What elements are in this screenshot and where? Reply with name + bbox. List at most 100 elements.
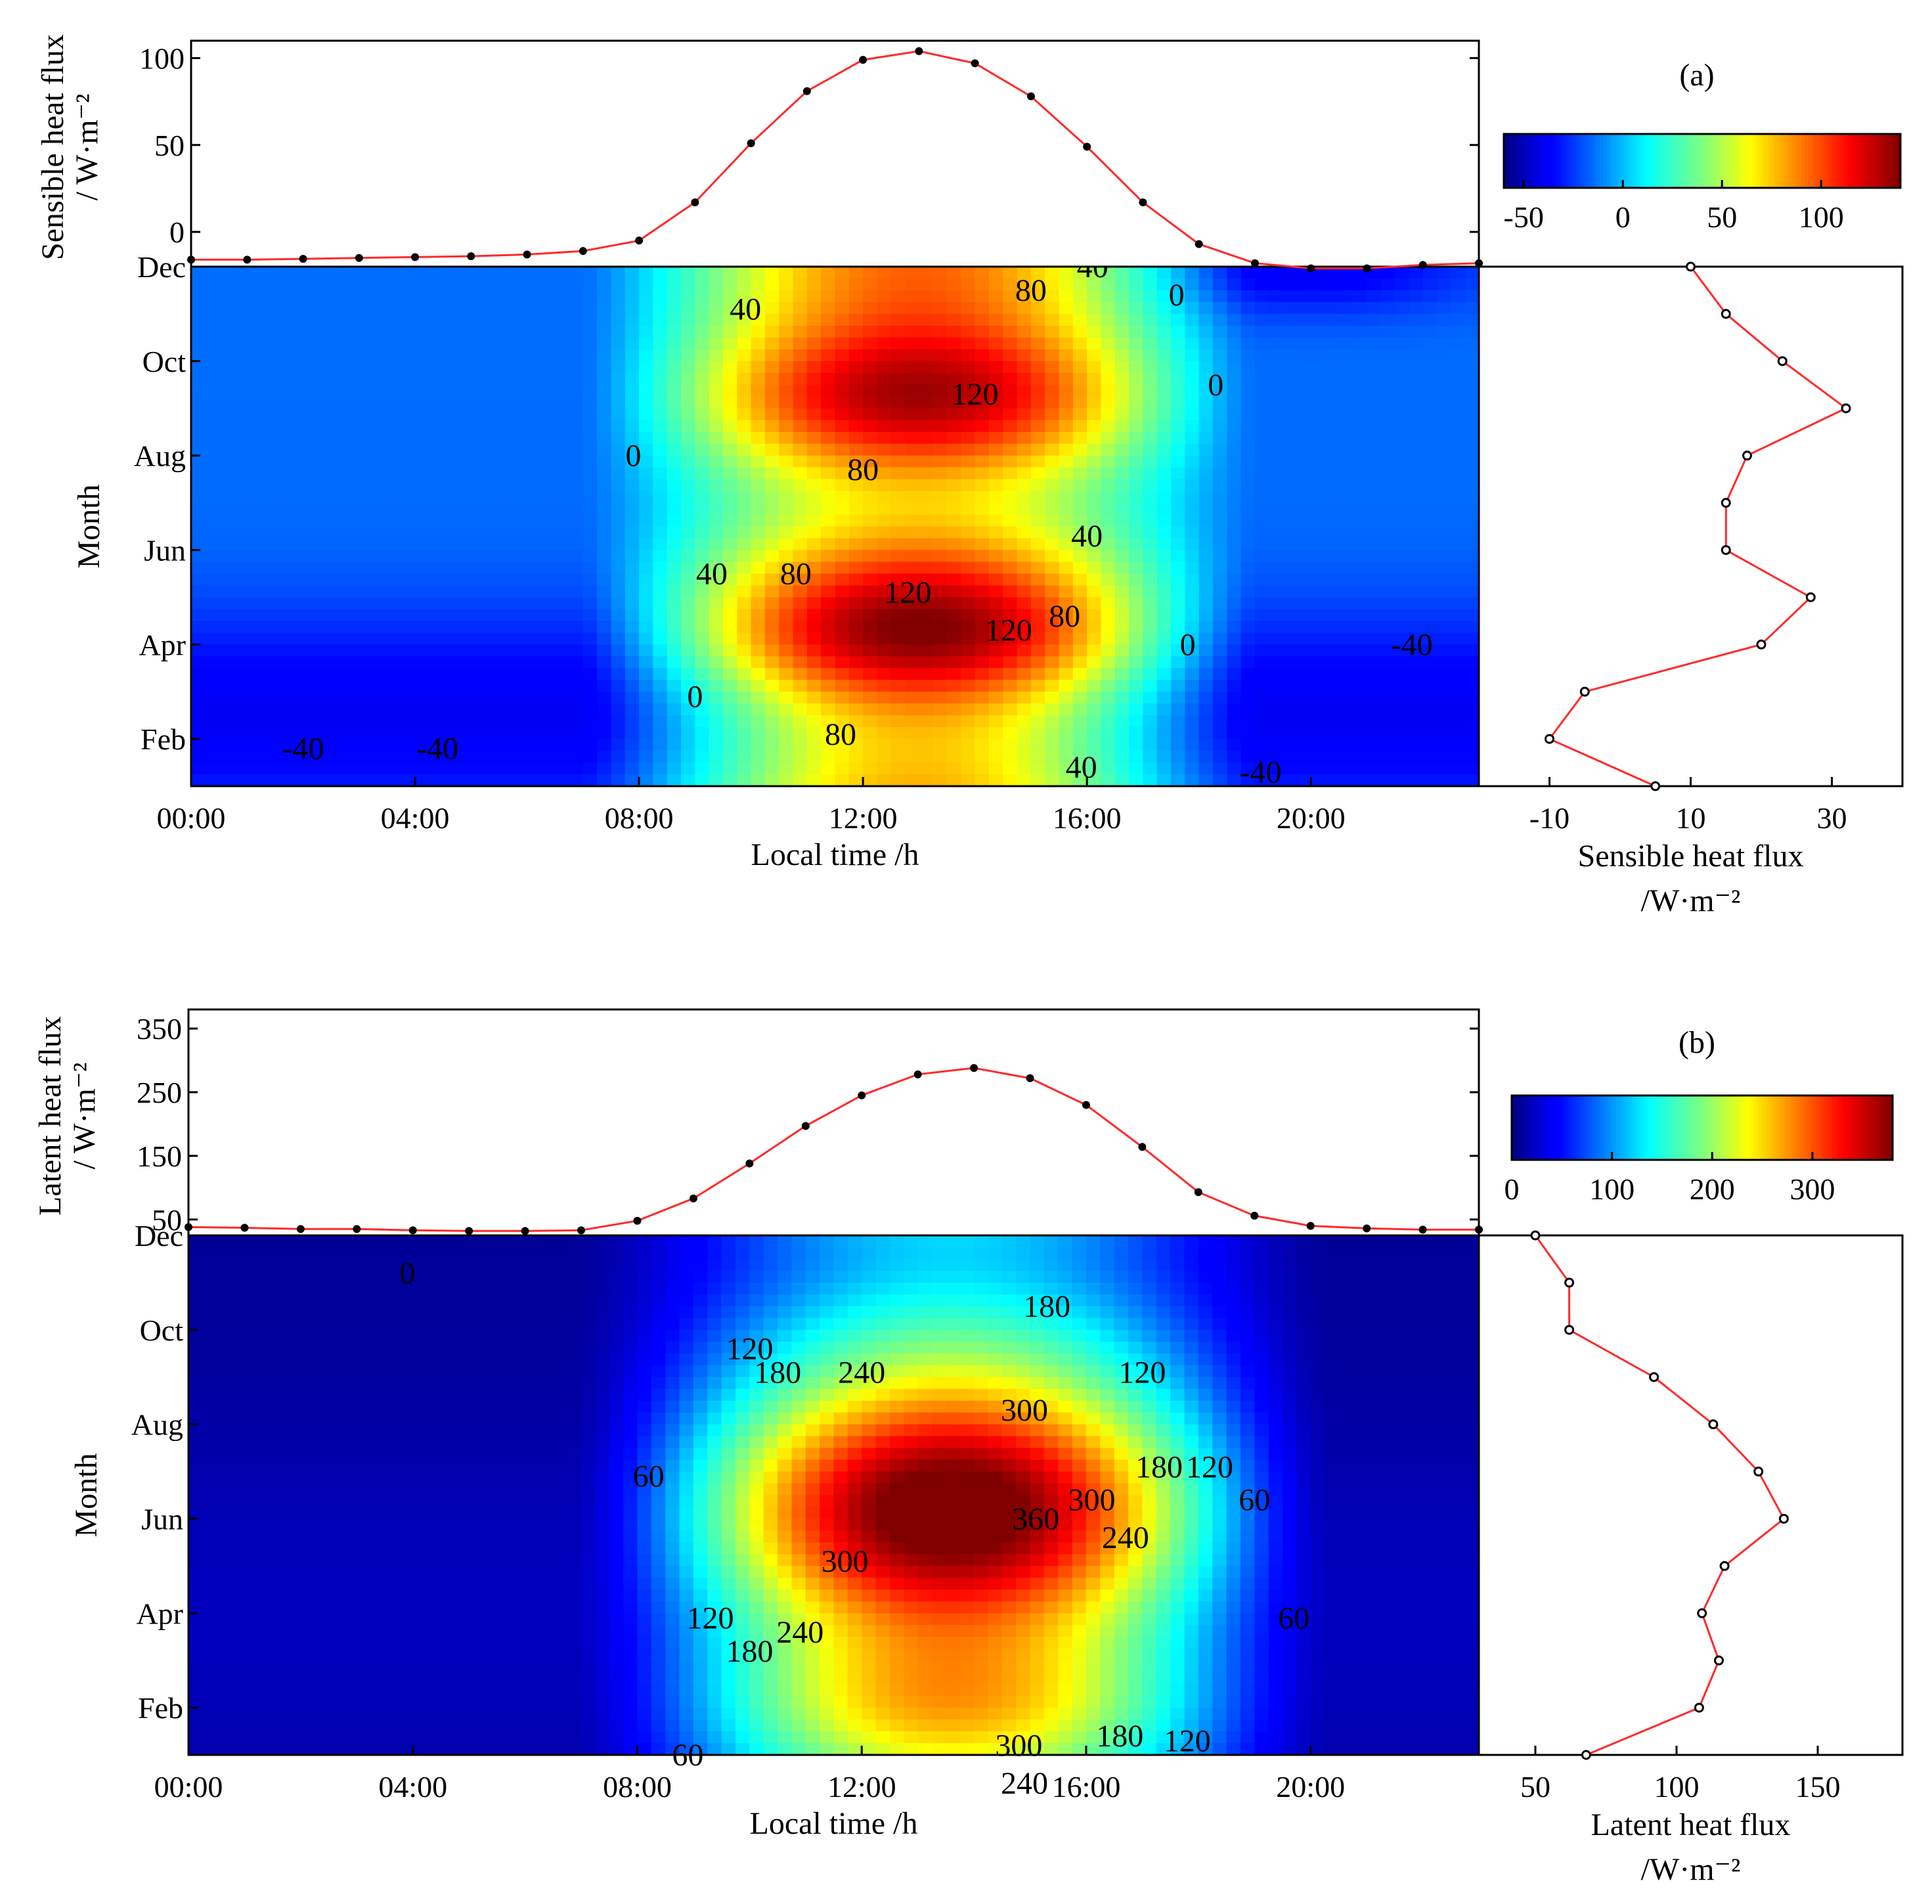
heatmap-cell bbox=[300, 1424, 316, 1437]
heatmap-cell bbox=[1451, 573, 1466, 587]
heatmap-cell bbox=[905, 290, 920, 303]
heatmap-cell bbox=[345, 621, 360, 634]
heatmap-cell bbox=[1409, 455, 1424, 468]
heatmap-cell bbox=[821, 692, 836, 704]
heatmap-cell bbox=[863, 396, 878, 409]
heatmap-cell bbox=[1198, 526, 1214, 539]
heatmap-cell bbox=[582, 526, 598, 539]
heatmap-cell bbox=[1437, 349, 1452, 362]
heatmap-cell bbox=[273, 1495, 288, 1508]
heatmap-cell bbox=[890, 703, 906, 716]
heatmap-cell bbox=[513, 361, 528, 374]
heatmap-cell bbox=[835, 443, 850, 456]
heatmap-cell bbox=[1451, 349, 1466, 362]
heatmap-cell bbox=[247, 538, 262, 551]
heatmap-cell bbox=[415, 538, 430, 551]
heatmap-cell bbox=[1311, 313, 1326, 326]
heatmap-cell bbox=[286, 1495, 301, 1508]
heatmap-cell bbox=[988, 573, 1004, 587]
heatmap-cell bbox=[216, 1341, 231, 1354]
heatmap-cell bbox=[247, 526, 262, 539]
heatmap-cell bbox=[1283, 692, 1298, 704]
colorbar-segment bbox=[1857, 134, 1862, 188]
heatmap-cell bbox=[1367, 491, 1382, 504]
heatmap-cell bbox=[244, 1400, 259, 1413]
heatmap-cell bbox=[555, 408, 570, 421]
heatmap-cell bbox=[370, 1483, 385, 1496]
heatmap-cell bbox=[274, 727, 290, 740]
heatmap-cell bbox=[485, 514, 500, 527]
heatmap-cell bbox=[219, 278, 234, 291]
heatmap-cell bbox=[1072, 751, 1087, 763]
heatmap-cell bbox=[1367, 420, 1382, 433]
heatmap-cell bbox=[205, 290, 220, 303]
heatmap-cell bbox=[188, 1436, 204, 1449]
heatmap-cell bbox=[471, 432, 486, 445]
heatmap-cell bbox=[247, 491, 262, 504]
heatmap-cell bbox=[1045, 715, 1060, 728]
heatmap-cell bbox=[317, 337, 332, 350]
heatmap-cell bbox=[779, 408, 794, 421]
heatmap-cell bbox=[1156, 573, 1172, 587]
heatmap-cell bbox=[1185, 668, 1200, 681]
heatmap-cell bbox=[1059, 267, 1074, 279]
heatmap-cell bbox=[1283, 443, 1298, 456]
top-data-point bbox=[747, 139, 755, 148]
heatmap-cell bbox=[821, 267, 836, 279]
heatmap-cell bbox=[1185, 739, 1200, 751]
colorbar-segment bbox=[1874, 134, 1878, 188]
heatmap-cell bbox=[1325, 751, 1340, 763]
heatmap-cell bbox=[890, 715, 906, 728]
heatmap-cell bbox=[919, 609, 934, 622]
heatmap-cell bbox=[890, 408, 906, 421]
heatmap-cell bbox=[443, 372, 458, 386]
heatmap-cell bbox=[919, 703, 934, 716]
heatmap-cell bbox=[1296, 550, 1312, 563]
heatmap-cell bbox=[1338, 491, 1353, 504]
heatmap-cell bbox=[498, 384, 514, 397]
heatmap-cell bbox=[1395, 372, 1410, 386]
heatmap-cell bbox=[806, 609, 822, 622]
heatmap-cell bbox=[456, 573, 472, 587]
heatmap-cell bbox=[540, 290, 556, 303]
heatmap-cell bbox=[1171, 632, 1186, 646]
heatmap-cell bbox=[1045, 727, 1060, 740]
heatmap-cell bbox=[527, 751, 542, 763]
heatmap-cell bbox=[975, 739, 990, 751]
heatmap-cell bbox=[793, 432, 808, 445]
heatmap-cell bbox=[779, 621, 794, 634]
heatmap-cell bbox=[1451, 597, 1466, 610]
heatmap-cell bbox=[1353, 502, 1368, 516]
heatmap-cell bbox=[569, 739, 584, 751]
heatmap-cell bbox=[947, 267, 962, 279]
heatmap-cell bbox=[317, 290, 332, 303]
colorbar-segment bbox=[1732, 134, 1736, 188]
heatmap-cell bbox=[456, 267, 472, 279]
heatmap-cell bbox=[933, 502, 948, 516]
heatmap-cell bbox=[345, 739, 360, 751]
heatmap-cell bbox=[274, 455, 290, 468]
heatmap-cell bbox=[1114, 502, 1130, 516]
heatmap-cell bbox=[1254, 443, 1270, 456]
heatmap-cell bbox=[1227, 668, 1242, 681]
heatmap-cell bbox=[289, 621, 304, 634]
heatmap-cell bbox=[1338, 325, 1353, 338]
heatmap-cell bbox=[471, 443, 486, 456]
heatmap-cell bbox=[1338, 443, 1353, 456]
heatmap-cell bbox=[188, 1684, 204, 1696]
heatmap-cell bbox=[513, 774, 528, 787]
heatmap-cell bbox=[456, 562, 472, 575]
heatmap-cell bbox=[722, 562, 738, 575]
heatmap-cell bbox=[247, 432, 262, 445]
heatmap-cell bbox=[219, 632, 234, 646]
heatmap-cell bbox=[863, 680, 878, 692]
heatmap-cell bbox=[387, 396, 402, 409]
heatmap-cell bbox=[975, 443, 990, 456]
colorbar-segment bbox=[1540, 134, 1545, 188]
heatmap-cell bbox=[933, 656, 948, 669]
heatmap-cell bbox=[1030, 632, 1046, 646]
heatmap-cell bbox=[231, 1542, 246, 1555]
heatmap-cell bbox=[933, 680, 948, 692]
heatmap-cell bbox=[639, 644, 654, 657]
heatmap-cell bbox=[202, 1365, 217, 1378]
